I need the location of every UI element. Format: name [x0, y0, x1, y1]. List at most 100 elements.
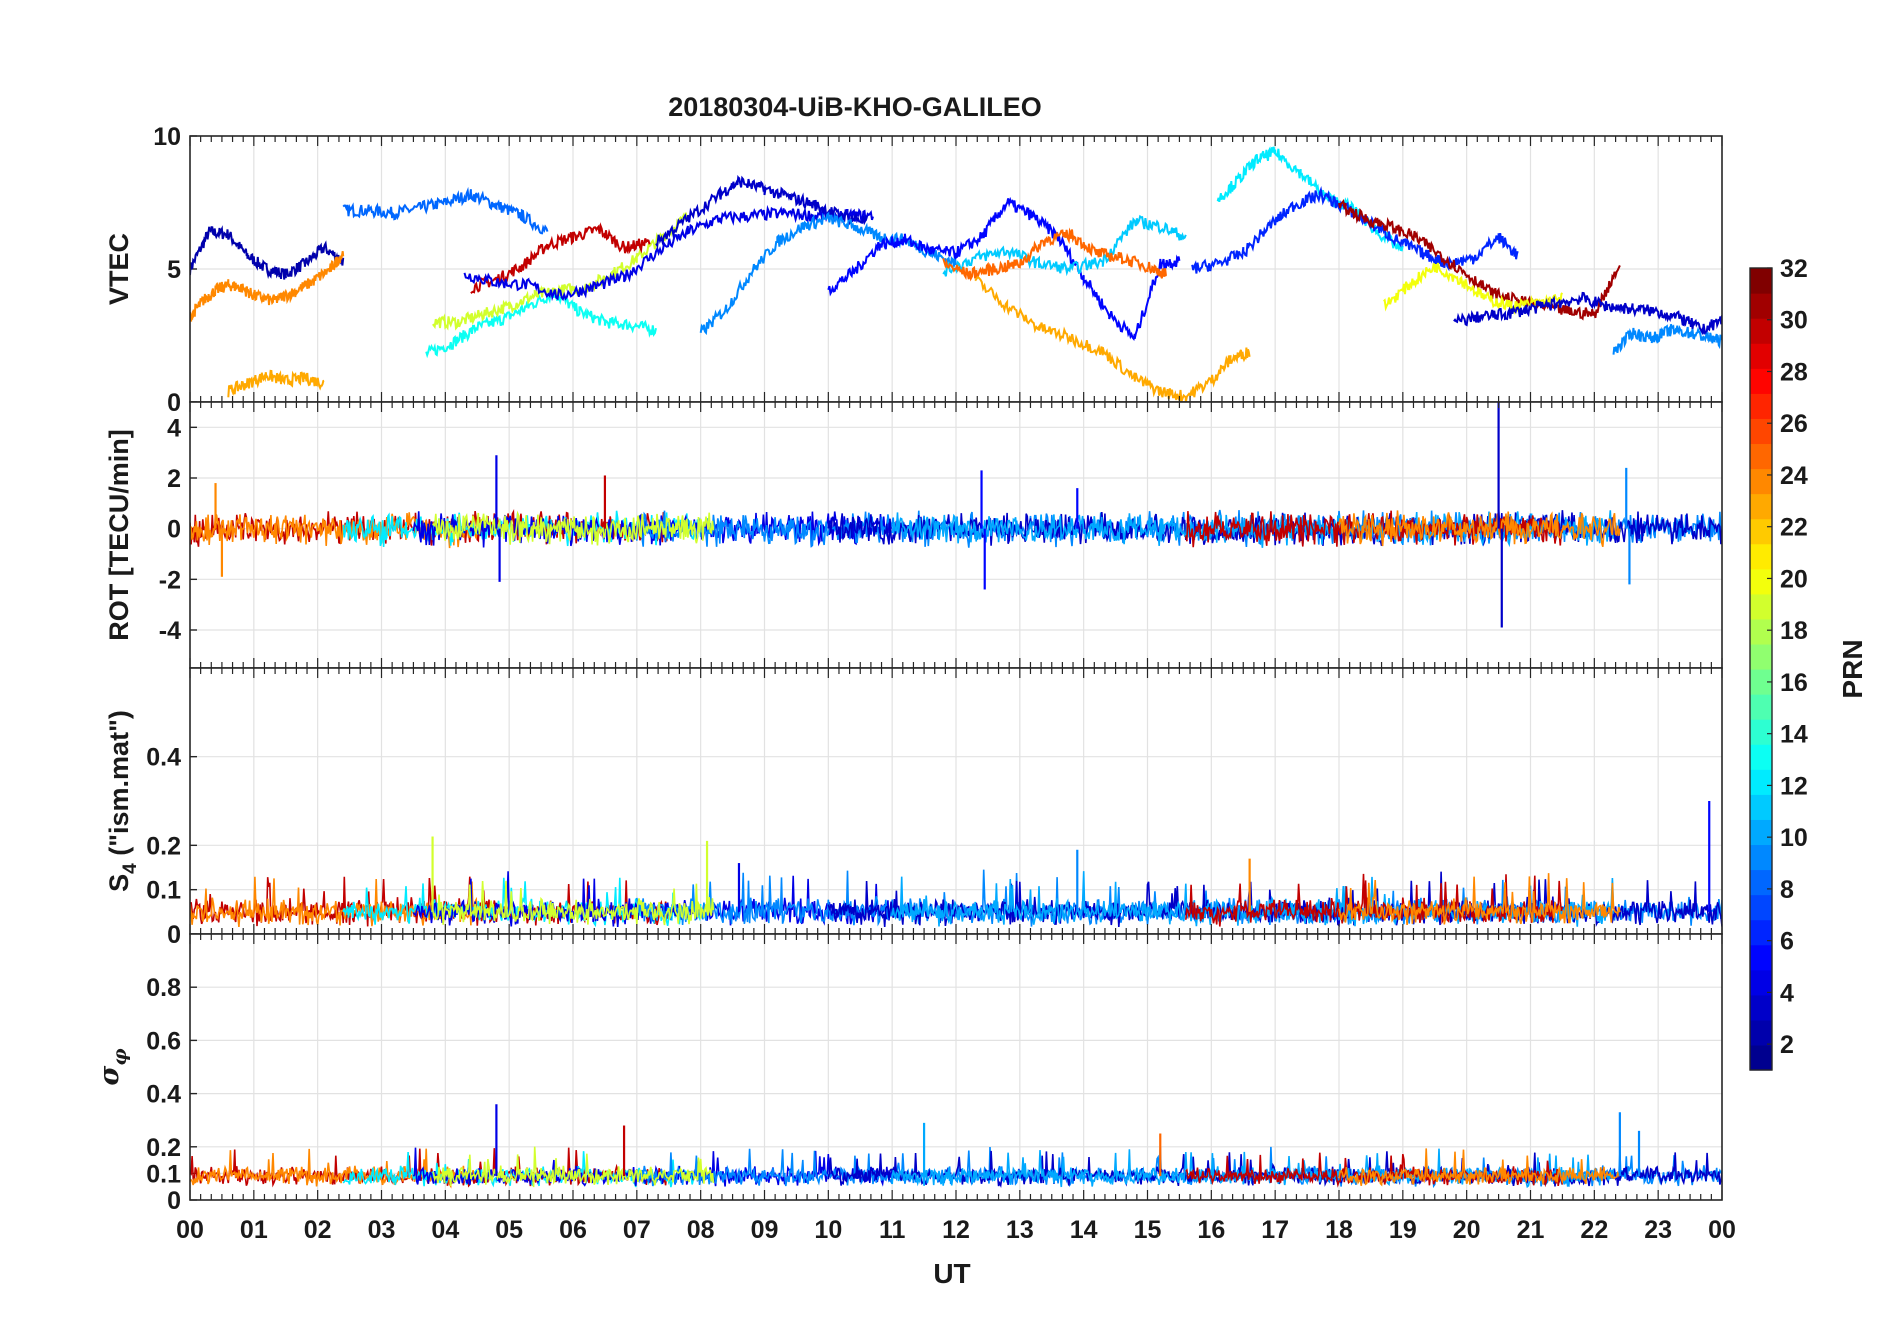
panel-rot: -4 -2 0 2 4 ROT [TECU/min]: [104, 401, 1723, 669]
series-line: [974, 275, 1251, 402]
y-tick-label: 2: [167, 465, 181, 493]
colorbar-band: [1750, 618, 1772, 645]
x-tick-label: 13: [1006, 1216, 1034, 1244]
colorbar-band: [1750, 719, 1772, 745]
colorbar-band: [1750, 669, 1772, 695]
colorbar-tick-label: 16: [1780, 669, 1808, 697]
series-line: [190, 225, 345, 280]
colorbar-tick-label: 6: [1780, 928, 1794, 956]
x-tick-label: 12: [942, 1216, 970, 1244]
y-tick-label: 0: [167, 921, 181, 949]
y-tick-label: 0.8: [146, 974, 181, 1002]
y-tick-label: -4: [159, 617, 181, 645]
series-line: [463, 204, 874, 302]
colorbar-band: [1750, 493, 1772, 520]
colorbar-tick-label: 20: [1780, 565, 1808, 593]
colorbar-frame: [1749, 267, 1773, 1071]
colorbar-tick-label: 26: [1780, 410, 1808, 438]
colorbar-band: [1750, 268, 1772, 294]
y-tick-label: 0.2: [146, 832, 181, 860]
y-tick-label: 0.2: [146, 1134, 181, 1162]
x-tick-label: 05: [495, 1216, 523, 1244]
colorbar-tick-label: 24: [1780, 462, 1808, 490]
series-layer: [190, 1104, 1722, 1189]
series-line: [942, 227, 1167, 282]
series-layer: [190, 146, 1722, 402]
colorbar-band: [1750, 293, 1772, 319]
x-tick-label: 18: [1325, 1216, 1353, 1244]
colorbar-band: [1750, 643, 1772, 670]
colorbar-tick-label: 28: [1780, 358, 1808, 386]
y-tick-label: 0.1: [146, 1160, 181, 1188]
colorbar-tick-label: 12: [1780, 772, 1808, 800]
y-axis-label: ROT [TECU/min]: [104, 429, 134, 640]
x-tick-label: 08: [687, 1216, 715, 1244]
colorbar-band: [1750, 769, 1772, 795]
colorbar-band: [1750, 443, 1772, 470]
colorbar-band: [1750, 1044, 1772, 1071]
colorbar-band: [1750, 343, 1772, 369]
colorbar-band: [1750, 869, 1772, 896]
colorbar-band: [1750, 919, 1772, 946]
x-tick-label: 04: [431, 1216, 459, 1244]
series-line: [412, 871, 893, 927]
colorbar-band: [1750, 318, 1772, 344]
y-tick-label: 0.4: [146, 744, 181, 772]
colorbar-tick-label: 2: [1780, 1031, 1794, 1059]
series-line: [190, 251, 345, 322]
colorbar-band: [1750, 894, 1772, 921]
series-line: [1338, 873, 1621, 925]
colorbar-band: [1750, 744, 1772, 770]
x-tick-label: 06: [559, 1216, 587, 1244]
x-tick-label: 15: [1134, 1216, 1162, 1244]
colorbar-tick-label: 30: [1780, 307, 1808, 335]
y-tick-label: 0.6: [146, 1027, 181, 1055]
x-tick-label: 14: [1070, 1216, 1098, 1244]
y-tick-label: 0: [167, 516, 181, 544]
series-line: [227, 369, 325, 398]
colorbar-band: [1750, 794, 1772, 820]
chart-title: 20180304-UiB-KHO-GALILEO: [668, 92, 1042, 122]
series-line: [1185, 1152, 1564, 1188]
colorbar-band: [1750, 568, 1772, 595]
x-tick-label: 11: [879, 1216, 906, 1244]
colorbar-band: [1750, 694, 1772, 720]
y-tick-label: 0.4: [146, 1081, 181, 1109]
colorbar-tick-label: 32: [1780, 255, 1808, 283]
series-line: [1338, 510, 1621, 548]
x-axis-label: UT: [933, 1258, 970, 1289]
colorbar-band: [1750, 844, 1772, 871]
series-line: [432, 1146, 715, 1188]
y-tick-label: -2: [159, 566, 181, 594]
x-tick-labels: 00 01 02 03 04 05 06 07 08 09 10 11 12 13 14 15 16 17 18 19…: [176, 1216, 1736, 1244]
colorbar-tick-label: 4: [1780, 979, 1794, 1007]
x-tick-label: 17: [1261, 1216, 1289, 1244]
x-tick-label: 10: [814, 1216, 842, 1244]
colorbar-band: [1750, 819, 1772, 846]
series-line: [655, 174, 868, 249]
series-line: [1612, 323, 1722, 355]
panel-sigma_phi: 00.10.2 0.4 0.6 0.8 σφ: [94, 933, 1723, 1215]
series-line: [425, 288, 657, 359]
colorbar-tick-label: 8: [1780, 876, 1794, 904]
x-tick-label: 01: [240, 1216, 268, 1244]
colorbar-band: [1750, 368, 1772, 394]
y-axis-label: VTEC: [104, 233, 134, 305]
series-line: [190, 876, 479, 927]
x-tick-label: 23: [1644, 1216, 1672, 1244]
colorbar-tick-label: 22: [1780, 514, 1808, 542]
y-tick-label: 10: [153, 123, 181, 151]
x-tick-label: 22: [1580, 1216, 1608, 1244]
series-line: [432, 510, 715, 546]
x-tick-label: 19: [1389, 1216, 1417, 1244]
colorbar-band: [1750, 944, 1772, 971]
panel-vtec: 0 5 10 VTEC: [104, 123, 1723, 417]
colorbar-band: [1750, 393, 1772, 419]
x-tick-label: 03: [368, 1216, 396, 1244]
series-line: [431, 880, 715, 926]
colorbar-band: [1750, 418, 1772, 445]
x-tick-label: 09: [751, 1216, 779, 1244]
panel-s4: 0 0.1 0.2 0.4S4 ("ism.mat"): [104, 667, 1723, 949]
